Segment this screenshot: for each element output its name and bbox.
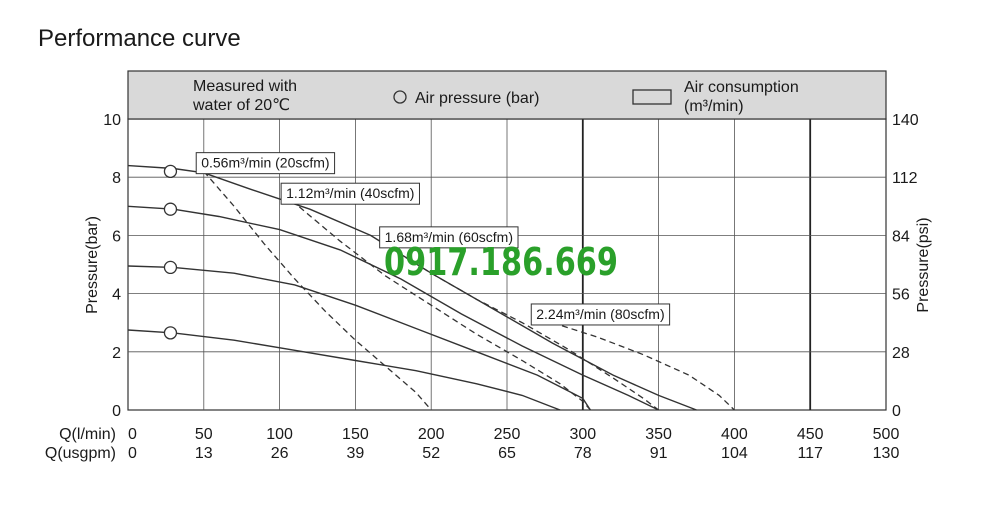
- x-tick-label-usgpm: 39: [347, 445, 365, 462]
- chart-title: Performance curve: [38, 25, 241, 52]
- header-note-line2: water of 20℃: [192, 97, 290, 114]
- air-consumption-curve: [203, 170, 432, 411]
- header-note-line1: Measured with: [193, 78, 297, 95]
- x-tick-label-usgpm: 0: [128, 445, 137, 462]
- air-consumption-label-box: [280, 182, 420, 205]
- air-consumption-label: 2.24m³/min (80scfm): [536, 306, 664, 322]
- air-consumption-label-box: [379, 226, 519, 249]
- x-tick-label-usgpm: 104: [721, 445, 748, 462]
- y-tick-label-bar: 4: [112, 287, 121, 304]
- x-tick-label-usgpm: 52: [422, 445, 440, 462]
- legend-circle-icon: [393, 90, 407, 104]
- x-row-label-usgpm: Q(usgpm): [45, 445, 116, 462]
- y-tick-label-bar: 2: [112, 345, 121, 362]
- x-row-label-lmin: Q(l/min): [59, 426, 116, 443]
- y-tick-label-psi: 56: [892, 287, 910, 304]
- y-tick-label-psi: 112: [892, 170, 918, 187]
- x-tick-label-usgpm: 13: [195, 445, 213, 462]
- air-consumption-label: 1.68m³/min (60scfm): [385, 229, 513, 245]
- air-pressure-curve: [127, 329, 561, 411]
- y-tick-label-psi: 140: [892, 112, 919, 129]
- y-tick-label-bar: 6: [112, 228, 121, 245]
- air-consumption-label: 1.12m³/min (40scfm): [286, 185, 414, 201]
- y-tick-label-bar: 8: [112, 170, 121, 187]
- air-pressure-curve: [127, 205, 659, 411]
- x-tick-label-lmin: 50: [195, 426, 213, 443]
- air-pressure-marker: [163, 202, 178, 216]
- air-consumption-curve: [552, 322, 735, 411]
- y-tick-label-psi: 84: [892, 228, 910, 245]
- air-pressure-marker: [163, 260, 178, 275]
- x-tick-label-lmin: 200: [418, 426, 445, 443]
- x-tick-label-lmin: 250: [494, 426, 521, 443]
- air-consumption-label: 0.56m³/min (20scfm): [201, 155, 329, 171]
- x-tick-label-usgpm: 117: [797, 445, 823, 462]
- x-tick-label-lmin: 400: [721, 426, 748, 443]
- y-tick-label-bar: 0: [112, 403, 121, 420]
- x-tick-label-usgpm: 91: [650, 445, 668, 462]
- phone-watermark: 0917.186.669: [384, 240, 618, 284]
- air-consumption-curve: [291, 200, 591, 411]
- x-tick-label-usgpm: 130: [873, 445, 900, 462]
- legend-air-consumption-line2: (m³/min): [684, 98, 744, 115]
- y-axis-label-left: Pressure(bar): [84, 216, 101, 314]
- y-tick-label-psi: 0: [892, 403, 901, 420]
- air-pressure-marker: [163, 164, 178, 179]
- x-tick-label-usgpm: 26: [271, 445, 289, 462]
- x-tick-label-lmin: 500: [873, 426, 900, 443]
- x-tick-label-lmin: 350: [645, 426, 672, 443]
- x-tick-label-lmin: 450: [797, 426, 824, 443]
- chart-header-band: [127, 70, 887, 120]
- y-axis-label-right: Pressure(psi): [915, 217, 932, 312]
- legend-rect-icon: [632, 89, 672, 105]
- air-consumption-label-box: [530, 303, 671, 326]
- x-tick-label-lmin: 100: [266, 426, 293, 443]
- air-consumption-label-box: [195, 152, 336, 175]
- x-tick-label-lmin: 300: [569, 426, 596, 443]
- legend-air-pressure: Air pressure (bar): [415, 90, 539, 107]
- x-tick-label-lmin: 150: [342, 426, 369, 443]
- air-pressure-marker: [163, 326, 178, 340]
- x-tick-label-usgpm: 65: [498, 445, 516, 462]
- air-consumption-curve: [388, 246, 659, 411]
- y-tick-label-psi: 28: [892, 345, 910, 362]
- x-tick-label-usgpm: 78: [574, 445, 592, 462]
- x-tick-label-lmin: 0: [128, 426, 137, 443]
- legend-air-consumption-line1: Air consumption: [684, 79, 799, 96]
- air-pressure-curve: [127, 265, 591, 411]
- y-tick-label-bar: 10: [103, 112, 121, 129]
